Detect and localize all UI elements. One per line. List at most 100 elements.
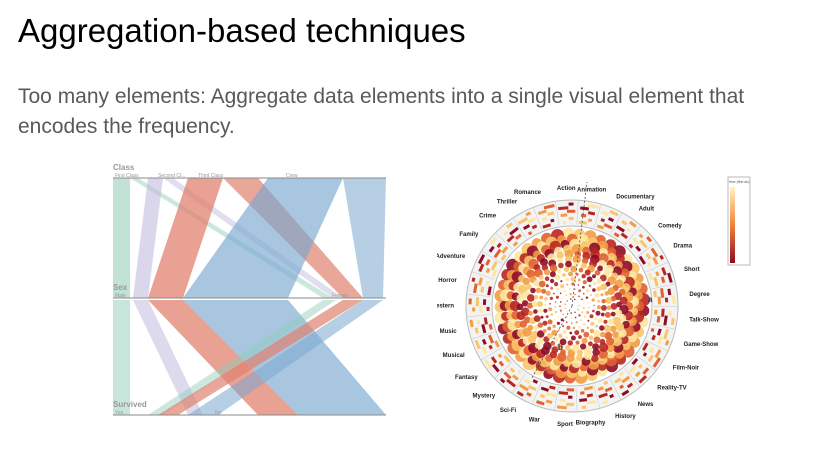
histogram-bar bbox=[618, 370, 625, 377]
histogram-bar bbox=[483, 358, 493, 370]
genre-bubble bbox=[582, 285, 585, 289]
ribbon-third-male bbox=[148, 178, 223, 298]
genre-bubble bbox=[586, 311, 590, 314]
genre-bubble bbox=[538, 275, 544, 280]
histogram-bar bbox=[597, 386, 604, 392]
histogram-bar bbox=[639, 239, 648, 249]
histogram-bar bbox=[506, 234, 515, 243]
ring-divider bbox=[652, 283, 676, 290]
histogram-ring bbox=[466, 200, 679, 412]
genre-bubble bbox=[588, 284, 591, 287]
ring-divider bbox=[555, 201, 560, 226]
genre-bubble bbox=[531, 330, 539, 339]
genre-bubble bbox=[599, 325, 605, 331]
ring-divider bbox=[646, 261, 669, 273]
ring-divider bbox=[625, 225, 642, 244]
genre-bubble bbox=[575, 340, 580, 345]
genre-bubble bbox=[604, 311, 611, 318]
histogram-bar bbox=[474, 327, 479, 334]
genre-bubble bbox=[568, 288, 571, 290]
histogram-bar bbox=[601, 210, 610, 217]
histogram-bar bbox=[506, 378, 517, 388]
genre-bubble bbox=[592, 348, 600, 356]
genre-bubble bbox=[522, 277, 530, 286]
genre-bubble bbox=[592, 343, 600, 351]
histogram-bar bbox=[477, 254, 486, 265]
color-legend: Year (first air) bbox=[727, 176, 751, 266]
histogram-bar bbox=[549, 385, 556, 390]
genre-bubble bbox=[570, 317, 572, 319]
genre-bubble bbox=[581, 274, 586, 279]
genre-bubble bbox=[566, 325, 571, 330]
genre-bubble bbox=[595, 324, 599, 328]
genre-bubble bbox=[548, 307, 553, 312]
ring-divider bbox=[651, 323, 676, 330]
histogram-bar bbox=[580, 391, 585, 395]
histogram-bar bbox=[550, 218, 555, 223]
histogram-bar bbox=[637, 363, 643, 369]
genre-bubble bbox=[564, 255, 572, 263]
histogram-bar bbox=[542, 223, 552, 229]
genre-bubble bbox=[589, 328, 595, 334]
genre-bubble bbox=[570, 276, 576, 282]
genre-bubble bbox=[585, 288, 590, 293]
ribbon-crew-female bbox=[343, 178, 386, 298]
genre-label: Film-Noir bbox=[673, 365, 700, 371]
genre-bubble bbox=[554, 301, 557, 303]
ring-divider bbox=[480, 347, 502, 361]
category-label: Male bbox=[115, 293, 126, 299]
genre-bubble bbox=[549, 271, 556, 278]
histogram-bar bbox=[485, 259, 491, 266]
genre-bubble bbox=[577, 278, 581, 282]
genre-bubble bbox=[549, 296, 553, 300]
genre-bubble bbox=[610, 303, 618, 310]
genre-bubble bbox=[578, 295, 580, 298]
ring-divider bbox=[576, 200, 579, 225]
genre-bubble bbox=[565, 321, 568, 323]
ring-divider bbox=[593, 385, 601, 409]
slide-subtitle: Too many elements: Aggregate data elemen… bbox=[18, 85, 745, 138]
category-label: Female bbox=[332, 293, 349, 299]
genre-labels: Action Animation Documentary Adult Comedy Dra… bbox=[437, 186, 719, 428]
genre-bubble bbox=[533, 280, 540, 287]
genre-bubble bbox=[582, 302, 585, 305]
genre-label: Degree bbox=[689, 292, 710, 298]
histogram-bar bbox=[512, 241, 519, 247]
genre-bubble bbox=[595, 310, 601, 316]
histogram-bar bbox=[488, 323, 493, 330]
genre-bubble bbox=[549, 264, 558, 272]
histogram-bar bbox=[532, 379, 539, 384]
genre-bubble bbox=[578, 314, 581, 317]
ribbon-male-no-second bbox=[133, 300, 203, 415]
genre-bubble bbox=[544, 297, 548, 301]
genre-bubble bbox=[554, 274, 561, 281]
genre-bubble bbox=[535, 287, 542, 293]
genre-bubble bbox=[537, 337, 544, 345]
histogram-bar bbox=[502, 230, 509, 237]
genre-bubble bbox=[554, 337, 559, 342]
category-label: First Class bbox=[115, 173, 139, 179]
ring-divider bbox=[646, 340, 669, 352]
category-label: Crew bbox=[286, 173, 298, 179]
genre-bubble bbox=[612, 331, 619, 338]
dimension-label-sex: Sex bbox=[113, 283, 128, 292]
genre-bubble bbox=[610, 295, 617, 302]
genre-bubble bbox=[606, 350, 615, 359]
genre-bubble bbox=[533, 325, 539, 331]
genre-label: Sport bbox=[557, 422, 573, 428]
genre-bubble bbox=[604, 331, 613, 340]
genre-bubble bbox=[570, 265, 578, 273]
histogram-bar bbox=[547, 211, 555, 216]
genre-bubble bbox=[568, 271, 574, 277]
histogram-bar bbox=[626, 382, 634, 389]
genre-bubble bbox=[601, 305, 607, 311]
genre-bubble bbox=[560, 284, 565, 289]
genre-bubble bbox=[542, 320, 548, 326]
histogram-bar bbox=[481, 346, 488, 355]
histogram-bar bbox=[603, 223, 613, 230]
histogram-bar bbox=[488, 344, 493, 350]
histogram-bar bbox=[586, 393, 594, 398]
genre-bubble bbox=[557, 257, 563, 264]
histogram-bar bbox=[659, 254, 664, 260]
genre-bubble bbox=[577, 284, 580, 286]
